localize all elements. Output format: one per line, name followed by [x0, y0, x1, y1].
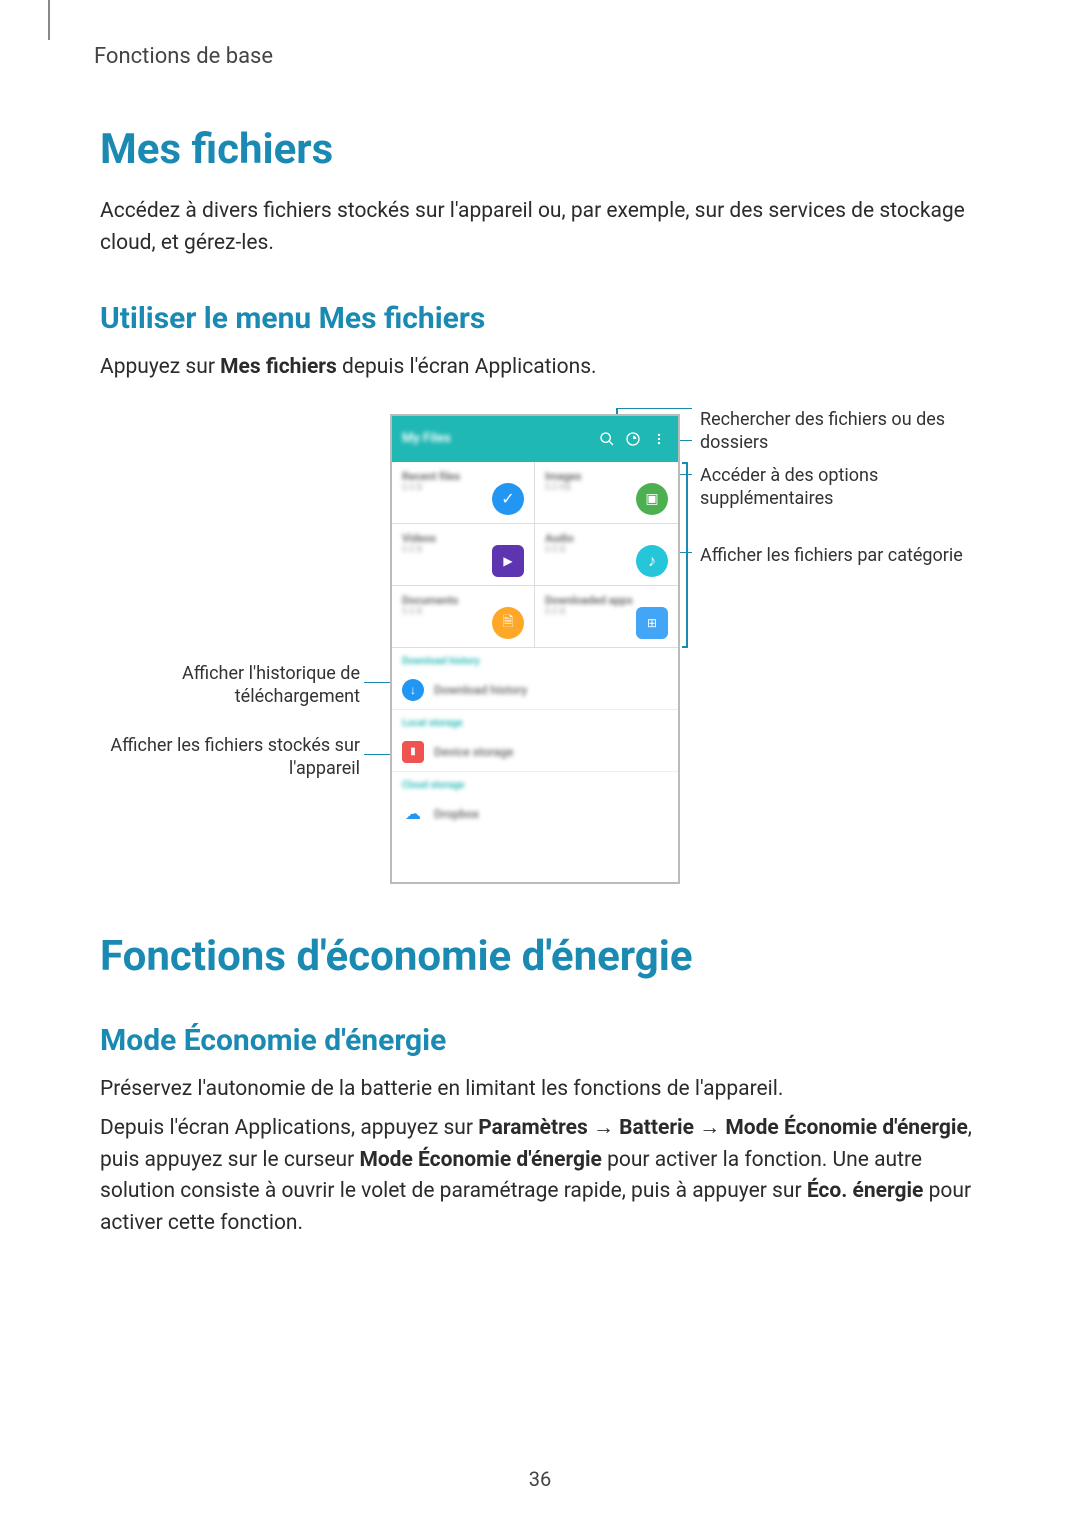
p2-bold: Mode Économie d'énergie — [359, 1148, 601, 1172]
app-title: My Files — [402, 431, 590, 446]
economie-p1: Préservez l'autonomie de la batterie en … — [100, 1074, 990, 1106]
category-label: Videos — [402, 532, 524, 545]
videos-icon: ▶ — [492, 545, 524, 577]
p2-bold: Mode Économie d'énergie — [725, 1116, 967, 1140]
row-download-history[interactable]: ↓ Download history — [392, 671, 678, 710]
category-label: Recent files — [402, 470, 524, 483]
instr-post: depuis l'écran Applications. — [337, 355, 597, 379]
row-cloud-storage[interactable]: ☁ Dropbox — [392, 795, 678, 833]
callout-bracket — [682, 462, 688, 648]
row-label: Device storage — [434, 745, 513, 759]
category-label: Images — [545, 470, 668, 483]
category-label: Documents — [402, 594, 524, 607]
callout-download-history: Afficher l'historique de téléchargement — [130, 662, 360, 709]
section-local-storage: Local storage — [392, 710, 678, 733]
section-title-economie: Fonctions d'économie d'énergie — [100, 932, 990, 981]
subheading-utiliser: Utiliser le menu Mes fichiers — [100, 301, 990, 336]
category-audio[interactable]: Audio 0.0 B ♪ — [535, 524, 678, 586]
callout-line — [616, 408, 692, 410]
category-recent[interactable]: Recent files 0.0 B ✓ — [392, 462, 535, 524]
apps-icon: ⊞ — [636, 607, 668, 639]
p2-arrow: → — [588, 1116, 619, 1140]
device-storage-icon: ▮ — [402, 741, 424, 763]
p2-bold: Batterie — [619, 1116, 694, 1140]
category-label: Audio — [545, 532, 668, 545]
row-label: Download history — [434, 683, 527, 697]
storage-icon[interactable] — [624, 430, 642, 448]
economie-p2: Depuis l'écran Applications, appuyez sur… — [100, 1113, 990, 1239]
category-grid: Recent files 0.0 B ✓ Images 0.0 KB ▣ Vid… — [392, 462, 678, 648]
p2-bold: Paramètres — [478, 1116, 588, 1140]
callout-options: Accéder à des options supplémentaires — [700, 464, 960, 511]
row-label: Dropbox — [434, 807, 479, 821]
subheading-mode-economie: Mode Économie d'énergie — [100, 1023, 990, 1058]
instr-bold: Mes fichiers — [220, 355, 337, 379]
breadcrumb: Fonctions de base — [94, 44, 990, 69]
section-cloud-storage: Cloud storage — [392, 772, 678, 795]
download-icon: ↓ — [402, 679, 424, 701]
section-download-history: Download history — [392, 648, 678, 671]
app-header: My Files — [392, 416, 678, 462]
documents-icon: 🗎 — [492, 607, 524, 639]
category-images[interactable]: Images 0.0 KB ▣ — [535, 462, 678, 524]
audio-icon: ♪ — [636, 545, 668, 577]
p2-bold: Éco. énergie — [807, 1179, 924, 1203]
callout-search: Rechercher des fichiers ou des dossiers — [700, 408, 980, 455]
dropbox-icon: ☁ — [402, 803, 424, 825]
callout-device-storage: Afficher les fichiers stockés sur l'appa… — [100, 734, 360, 781]
header-accent-line — [48, 0, 50, 40]
p2-text: Depuis l'écran Applications, appuyez sur — [100, 1116, 478, 1140]
category-label: Downloaded apps — [545, 594, 668, 607]
more-options-icon[interactable] — [650, 430, 668, 448]
search-icon[interactable] — [598, 430, 616, 448]
category-documents[interactable]: Documents 0.0 B 🗎 — [392, 586, 535, 648]
images-icon: ▣ — [636, 483, 668, 515]
instruction-paragraph: Appuyez sur Mes fichiers depuis l'écran … — [100, 352, 990, 384]
instr-pre: Appuyez sur — [100, 355, 220, 379]
section-title-mes-fichiers: Mes fichiers — [100, 125, 990, 174]
figure-my-files: Rechercher des fichiers ou des dossiers … — [100, 414, 1000, 884]
p2-arrow: → — [694, 1116, 725, 1140]
intro-paragraph: Accédez à divers fichiers stockés sur l'… — [100, 196, 990, 259]
row-device-storage[interactable]: ▮ Device storage — [392, 733, 678, 772]
callout-category: Afficher les fichiers par catégorie — [700, 544, 1000, 567]
category-downloaded-apps[interactable]: Downloaded apps 0.0 B ⊞ — [535, 586, 678, 648]
recent-icon: ✓ — [492, 483, 524, 515]
phone-screenshot: My Files Recent files 0.0 B ✓ Images 0.0… — [390, 414, 680, 884]
page-number: 36 — [0, 1467, 1080, 1491]
category-videos[interactable]: Videos 0.0 B ▶ — [392, 524, 535, 586]
